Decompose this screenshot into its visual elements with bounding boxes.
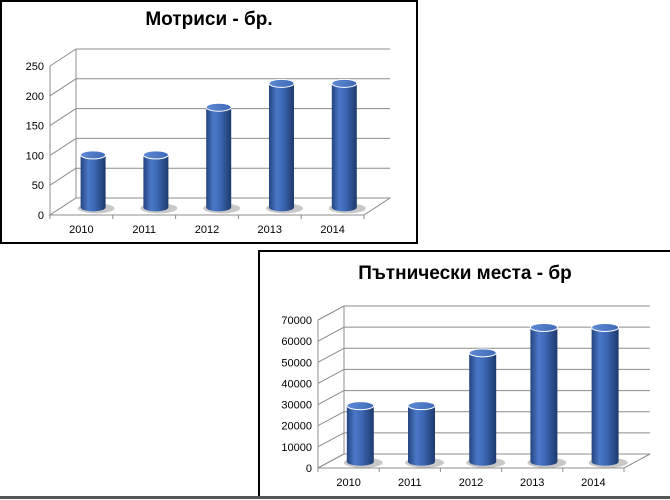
y-tick-label: 250 bbox=[26, 61, 44, 73]
grid-diagonal bbox=[49, 48, 77, 67]
y-tick-label: 50 bbox=[32, 180, 44, 192]
bar-cap bbox=[205, 102, 232, 112]
grid-diagonal bbox=[317, 411, 345, 427]
x-tick-label: 2010 bbox=[336, 477, 360, 489]
chart-title: Мотриси - бр. bbox=[145, 9, 273, 30]
bar bbox=[408, 405, 435, 466]
grid-diagonal bbox=[317, 368, 345, 384]
bar bbox=[469, 352, 497, 466]
bar-cap bbox=[268, 78, 295, 88]
y-tick-label: 200 bbox=[26, 91, 44, 103]
x-tick-label: 2014 bbox=[581, 477, 605, 489]
grid-diagonal bbox=[317, 326, 345, 342]
bar-chart-patnicheski-mesta: 0 10000 20000 30000 40000 50000 60000 70000 2010… bbox=[281, 305, 651, 489]
y-tick-label: 150 bbox=[26, 121, 44, 133]
bar-cap bbox=[142, 150, 169, 160]
grid-diagonal bbox=[49, 78, 77, 97]
bar-cap bbox=[331, 78, 358, 88]
x-tick-label: 2012 bbox=[195, 224, 219, 236]
y-tick-label: 20000 bbox=[281, 421, 312, 433]
chart-panel-patnicheski-mesta: Пътнически места - бр 0 10000 20000 30000 40… bbox=[258, 250, 670, 498]
bar-chart-motrisi: 0 50 100 150 200 250 2010 2011 2012 2013 2014 bbox=[26, 48, 392, 236]
bar-cap bbox=[80, 150, 107, 160]
grid-diagonal bbox=[317, 305, 345, 321]
x-tick-label: 2011 bbox=[132, 224, 156, 236]
bar bbox=[143, 154, 169, 212]
bar bbox=[269, 83, 294, 212]
grid-diagonal bbox=[49, 167, 77, 186]
chart-title: Пътнически места - бр bbox=[358, 263, 572, 284]
bar-cap bbox=[346, 401, 375, 411]
grid-diagonal bbox=[317, 390, 345, 406]
x-tick-label: 2012 bbox=[459, 477, 483, 489]
x-tick-label: 2010 bbox=[69, 224, 93, 236]
bar bbox=[530, 327, 558, 466]
bar bbox=[346, 405, 374, 466]
bar bbox=[591, 327, 619, 466]
bar-cap bbox=[529, 322, 558, 332]
y-tick-label: 0 bbox=[38, 210, 44, 222]
bar bbox=[80, 154, 106, 212]
y-tick-label: 70000 bbox=[281, 315, 312, 327]
grid-diagonal bbox=[49, 108, 77, 127]
y-tick-label: 50000 bbox=[281, 357, 312, 369]
bar bbox=[206, 107, 232, 212]
bottom-divider bbox=[0, 496, 670, 499]
x-tick-label: 2014 bbox=[320, 224, 344, 236]
y-tick-label: 10000 bbox=[281, 442, 312, 454]
grid-diagonal bbox=[317, 432, 345, 448]
chart-panel-motrisi: Мотриси - бр. 0 50 100 150 200 250 2010 2011 201… bbox=[0, 0, 418, 244]
y-tick-label: 100 bbox=[26, 150, 44, 162]
y-tick-label: 0 bbox=[306, 463, 312, 475]
y-tick-label: 30000 bbox=[281, 400, 312, 412]
x-tick-label: 2011 bbox=[398, 477, 422, 489]
bar bbox=[331, 83, 357, 212]
y-tick-label: 40000 bbox=[281, 378, 312, 390]
bar-cap bbox=[591, 322, 620, 332]
x-tick-label: 2013 bbox=[258, 224, 282, 236]
y-tick-label: 60000 bbox=[281, 336, 312, 348]
grid-diagonal bbox=[49, 137, 77, 156]
bar-cap bbox=[468, 348, 497, 358]
x-tick-label: 2013 bbox=[520, 477, 544, 489]
bar-cap bbox=[407, 401, 436, 411]
grid-diagonal bbox=[317, 347, 345, 363]
